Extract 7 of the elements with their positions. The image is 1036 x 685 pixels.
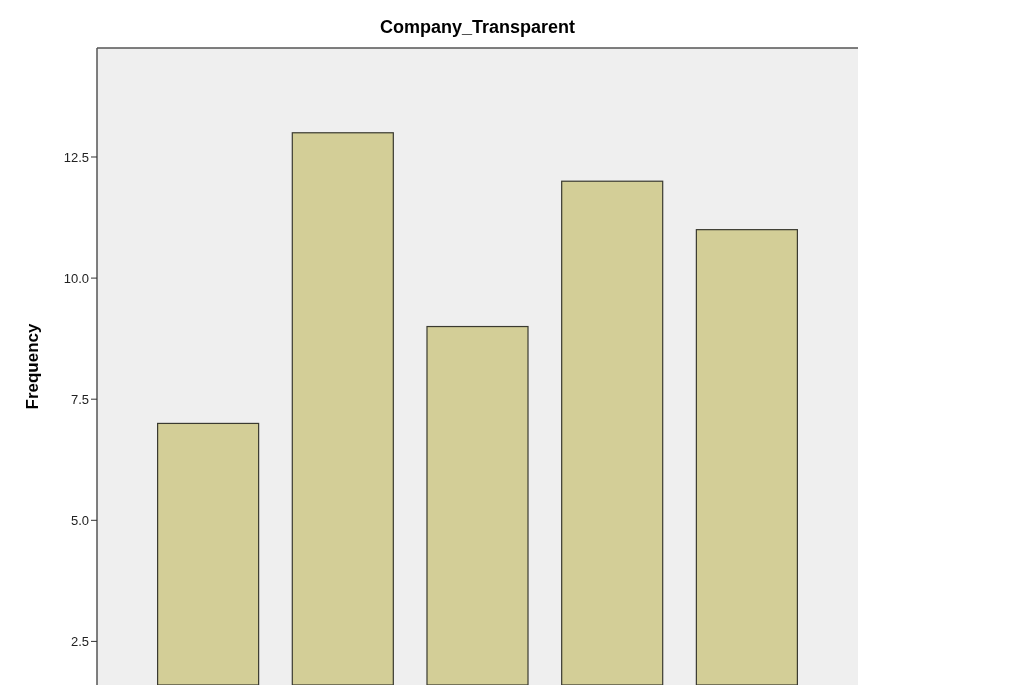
y-tick-label: 12.5 — [63, 149, 89, 165]
y-tick-label: 2.5 — [70, 633, 89, 649]
chart-title: Company_Transparent — [379, 17, 576, 37]
y-tick-label: 5.0 — [70, 512, 89, 528]
y-tick-label: 10.0 — [63, 270, 89, 286]
y-tick-label: 7.5 — [70, 391, 89, 407]
y-axis-title: Frequency — [23, 322, 42, 410]
